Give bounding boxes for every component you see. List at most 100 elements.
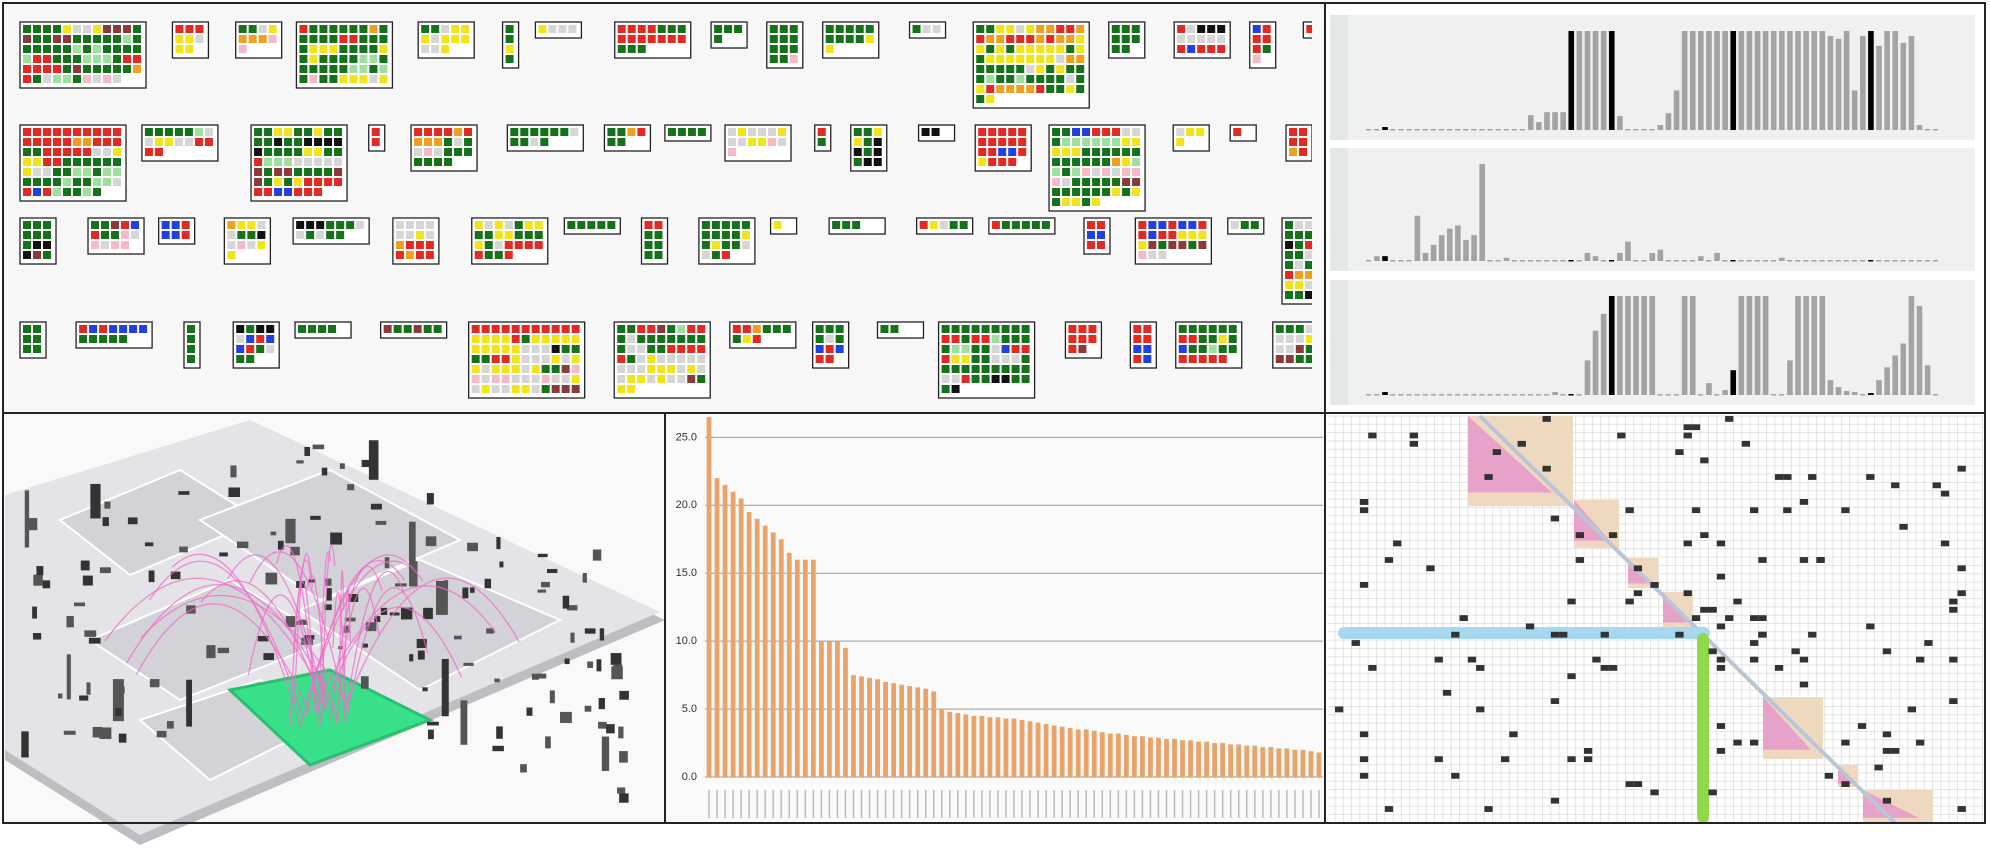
pixel-cell [494, 251, 503, 259]
pixel-cell [101, 241, 110, 249]
baseline-dash [1835, 260, 1841, 262]
pixel-cell [617, 385, 626, 393]
pixel-cell [316, 221, 325, 229]
pixel-cell [1016, 55, 1025, 63]
pixel-cell [236, 325, 245, 333]
pixel-cell [103, 138, 111, 146]
pixel-cell [23, 231, 31, 239]
pixel-cell [405, 251, 414, 259]
pixel-cell [1305, 325, 1312, 333]
histogram-bar [1819, 31, 1826, 130]
building [562, 595, 570, 609]
baseline-dash [1487, 129, 1493, 131]
building [361, 459, 372, 468]
pixel-cell [1026, 55, 1035, 63]
pixel-cell [647, 375, 656, 383]
pixel-cell [531, 385, 540, 393]
pixel-cell [1046, 85, 1055, 93]
pixel-cell [514, 231, 523, 239]
histogram-bar [1698, 31, 1704, 130]
pixel-cell [43, 65, 51, 73]
dependency-cell [1600, 665, 1609, 671]
pixel-cell [697, 335, 706, 343]
building [24, 490, 30, 548]
pixel-cell [998, 148, 1007, 156]
histogram-bar [1803, 31, 1809, 130]
pixel-cell [677, 345, 686, 353]
bar [722, 484, 728, 777]
pixel-cell [161, 221, 170, 229]
pixel-cell [1068, 335, 1077, 343]
pixel-cell [164, 128, 173, 136]
pixel-cell [1188, 355, 1197, 363]
histogram-bar [1422, 252, 1429, 261]
pixel-cell [505, 45, 514, 53]
dependency-cell [1799, 499, 1809, 505]
pixel-cell [986, 75, 995, 83]
pixel-cell [748, 138, 757, 146]
pixel-cell [63, 148, 71, 156]
pixel-cell [227, 221, 236, 229]
baseline-dash [1536, 260, 1542, 262]
pixel-cell [144, 148, 153, 156]
pixel-cell [1228, 325, 1237, 333]
pixel-cell [865, 25, 874, 33]
pixel-cell [43, 221, 51, 229]
pixel-cell [154, 138, 163, 146]
bar [843, 647, 848, 777]
pixel-cell [921, 128, 930, 136]
pixel-cell [83, 55, 91, 63]
pixel-cell [1062, 178, 1071, 186]
pixel-cell [184, 128, 193, 136]
dependency-cell [1957, 465, 1966, 472]
pixel-cell [711, 241, 720, 249]
pixel-cell [1138, 241, 1147, 249]
dependency-arc [227, 554, 327, 712]
building [492, 745, 504, 752]
pixel-cell [863, 128, 872, 136]
pixel-cell [131, 231, 140, 239]
building [375, 520, 387, 525]
pixel-cell [329, 35, 338, 43]
pixel-cell [73, 45, 81, 53]
pixel-cell [23, 128, 31, 136]
pixel-cell [1056, 35, 1065, 43]
pixel-cell [971, 325, 980, 333]
pixel-cell [53, 188, 61, 196]
bar [931, 691, 937, 777]
pixel-cell [571, 325, 580, 333]
histogram-bar [1860, 35, 1866, 131]
pixel-cell [103, 25, 111, 33]
pixel-cell [154, 128, 163, 136]
pixel-cell [768, 128, 777, 136]
pixel-cell [978, 148, 987, 156]
pixel-cell [369, 35, 378, 43]
pixel-cell [133, 25, 141, 33]
pixel-cell [521, 325, 530, 333]
building [277, 540, 284, 550]
building [127, 517, 138, 525]
pixel-cell [73, 138, 81, 146]
pixel-cell [284, 178, 293, 186]
pixel-cell [93, 55, 101, 63]
pixel-cell [1001, 345, 1010, 353]
building [115, 707, 122, 717]
pixel-cell [334, 138, 343, 146]
histogram-bar [1608, 31, 1615, 130]
pixel-cell [1112, 148, 1121, 156]
pixel-cell [505, 35, 514, 43]
building [584, 705, 592, 712]
pixel-cell [309, 35, 318, 43]
pixel-cell [379, 65, 388, 73]
pixel-cell [23, 158, 31, 166]
pixel-cell [264, 128, 273, 136]
pixel-cell [637, 45, 646, 53]
pixel-cell [444, 138, 453, 146]
pixel-cell [131, 221, 140, 229]
pixel-cell [571, 385, 580, 393]
dependency-cell [1783, 474, 1792, 480]
building [42, 580, 51, 589]
baseline-dash [1398, 394, 1404, 396]
pixel-cell [414, 138, 423, 146]
dependency-cell [1359, 731, 1369, 738]
